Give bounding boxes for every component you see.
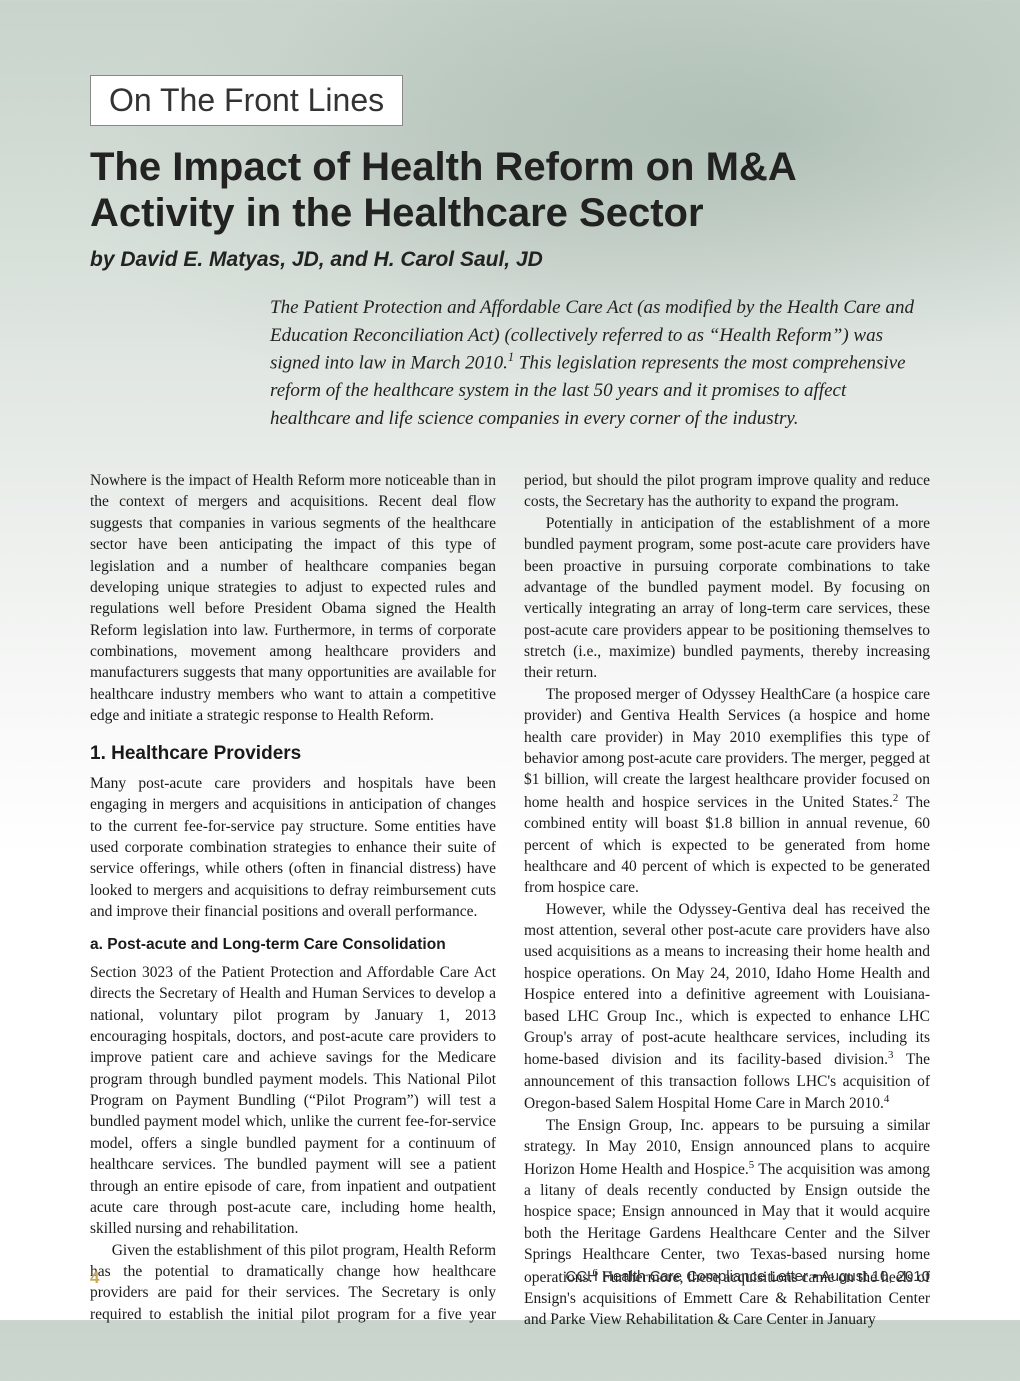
page-number: 4 — [90, 1268, 99, 1288]
body-p6: The proposed merger of Odyssey HealthCar… — [524, 684, 930, 899]
body-columns: Nowhere is the impact of Health Reform m… — [90, 470, 930, 1331]
body-p8: The Ensign Group, Inc. appears to be pur… — [524, 1115, 930, 1331]
intro-paragraph: The Patient Protection and Affordable Ca… — [270, 294, 930, 432]
heading-2: a. Post-acute and Long-term Care Consoli… — [90, 934, 496, 955]
body-p3: Section 3023 of the Patient Protection a… — [90, 962, 496, 1240]
body-p7: However, while the Odyssey-Gentiva deal … — [524, 899, 930, 1115]
page-footer: 4 CCH Health Care Compliance Letter • Au… — [90, 1268, 930, 1288]
article-title: The Impact of Health Reform on M&A Activ… — [90, 144, 930, 236]
body-p5: Potentially in anticipation of the estab… — [524, 513, 930, 684]
body-p2: Many post-acute care providers and hospi… — [90, 773, 496, 923]
p8-text-b: The acquisition was among a litany of de… — [524, 1161, 930, 1286]
byline: by David E. Matyas, JD, and H. Carol Sau… — [90, 248, 930, 272]
p7-text-a: However, while the Odyssey-Gentiva deal … — [524, 901, 930, 1069]
publication-info: CCH Health Care Compliance Letter • Augu… — [565, 1268, 930, 1288]
footnote-ref-4: 4 — [884, 1093, 889, 1105]
heading-1: 1. Healthcare Providers — [90, 741, 496, 767]
p6-text-a: The proposed merger of Odyssey HealthCar… — [524, 686, 930, 811]
body-p1: Nowhere is the impact of Health Reform m… — [90, 470, 496, 727]
section-label: On The Front Lines — [90, 75, 403, 126]
page-content: On The Front Lines The Impact of Health … — [0, 0, 1020, 1381]
